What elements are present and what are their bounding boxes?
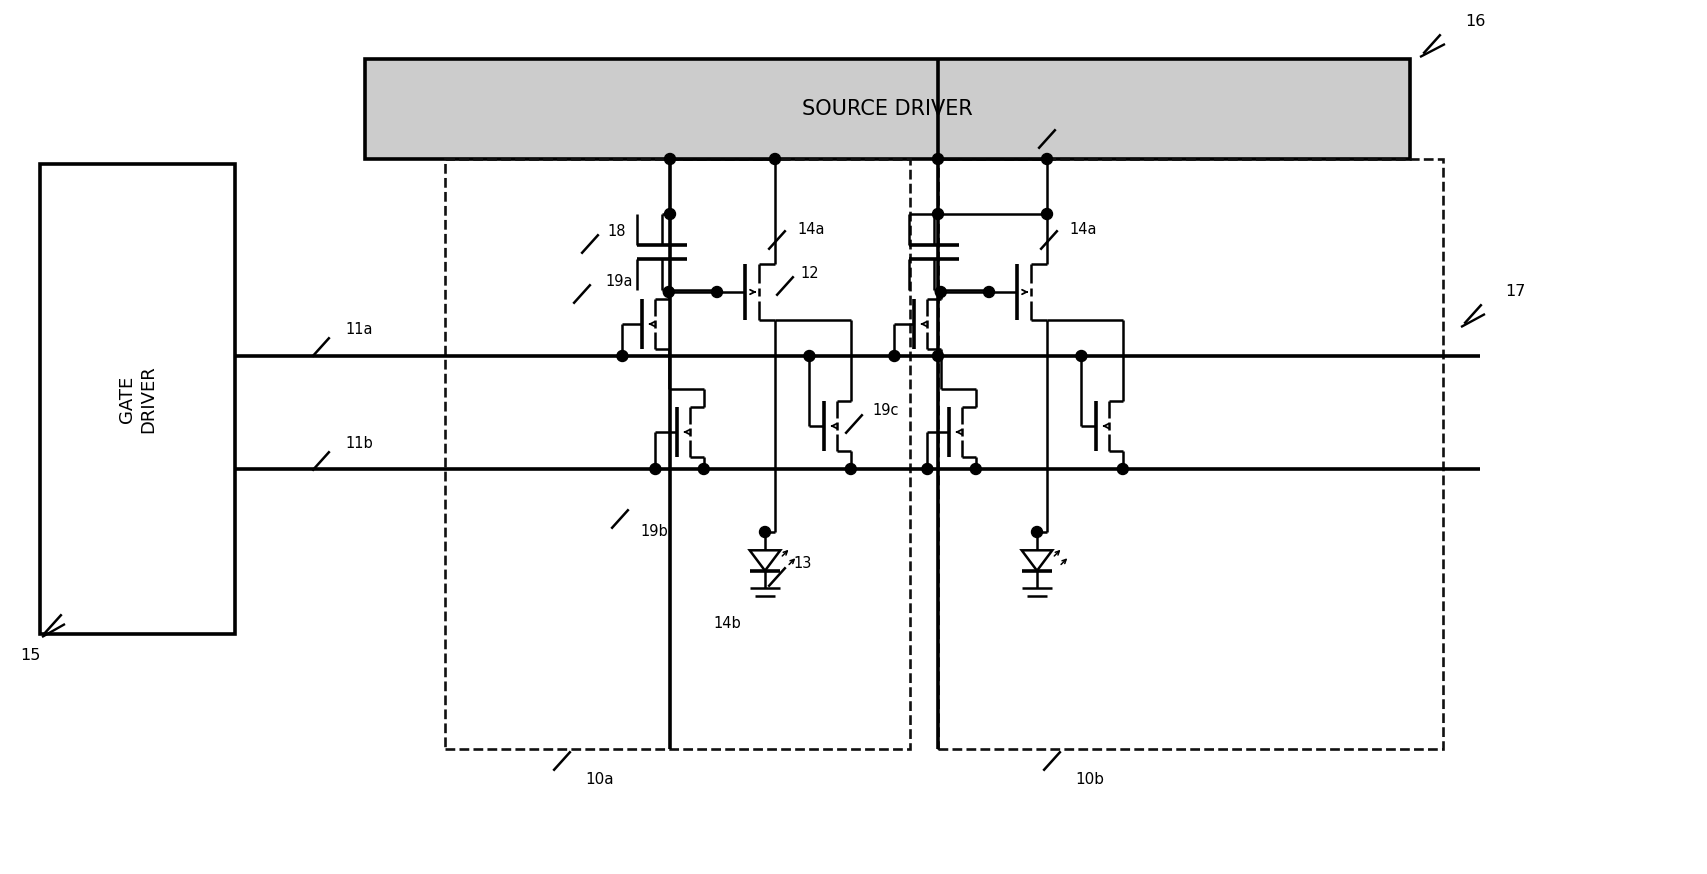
Circle shape [1031, 526, 1041, 538]
Circle shape [650, 463, 661, 475]
Text: 11a: 11a [345, 323, 372, 337]
Text: 19a: 19a [604, 274, 632, 289]
Circle shape [932, 209, 942, 219]
Text: 10a: 10a [586, 772, 613, 787]
Bar [39, 164, 236, 634]
Bar [446, 159, 910, 749]
Circle shape [922, 463, 932, 475]
Text: 14b: 14b [714, 616, 741, 632]
Text: 19c: 19c [872, 404, 898, 419]
Circle shape [712, 287, 722, 297]
Circle shape [804, 350, 814, 362]
Circle shape [932, 154, 942, 164]
Circle shape [932, 350, 942, 362]
Bar [937, 159, 1442, 749]
Circle shape [662, 287, 674, 297]
Circle shape [616, 350, 628, 362]
Circle shape [935, 287, 946, 297]
Text: 18: 18 [606, 225, 625, 239]
Circle shape [1041, 154, 1052, 164]
Text: 16: 16 [1465, 15, 1485, 30]
Circle shape [1116, 463, 1128, 475]
Circle shape [698, 463, 708, 475]
Circle shape [770, 154, 780, 164]
Text: SOURCE DRIVER: SOURCE DRIVER [802, 99, 973, 119]
Text: 19b: 19b [640, 524, 667, 539]
Text: 14a: 14a [1069, 223, 1096, 238]
Text: GATE
DRIVER: GATE DRIVER [118, 365, 157, 433]
Text: 13: 13 [792, 557, 811, 572]
Circle shape [1075, 350, 1086, 362]
Circle shape [664, 154, 674, 164]
Text: 14a: 14a [797, 223, 824, 238]
Circle shape [664, 209, 674, 219]
Circle shape [888, 350, 900, 362]
Text: 12: 12 [799, 267, 818, 281]
Text: 10b: 10b [1074, 772, 1103, 787]
Circle shape [1041, 209, 1052, 219]
Text: 15: 15 [20, 649, 41, 663]
Text: 17: 17 [1504, 285, 1524, 300]
Text: 11b: 11b [345, 436, 372, 452]
Circle shape [983, 287, 993, 297]
Circle shape [970, 463, 982, 475]
Bar [365, 59, 1410, 159]
Circle shape [760, 526, 770, 538]
Circle shape [845, 463, 855, 475]
